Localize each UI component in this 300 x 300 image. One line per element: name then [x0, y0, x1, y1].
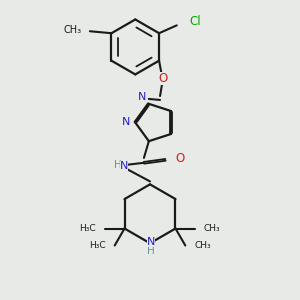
Text: H₃C: H₃C: [80, 224, 96, 233]
Text: O: O: [175, 152, 184, 165]
Text: CH₃: CH₃: [194, 241, 211, 250]
Text: H: H: [114, 160, 122, 170]
Text: H₃C: H₃C: [89, 241, 106, 250]
Text: N: N: [147, 237, 155, 247]
Text: CH₃: CH₃: [204, 224, 220, 233]
Text: CH₃: CH₃: [64, 25, 82, 35]
Text: N: N: [138, 92, 146, 102]
Text: N: N: [122, 116, 130, 127]
Text: N: N: [120, 161, 128, 171]
Text: O: O: [158, 72, 168, 85]
Text: Cl: Cl: [190, 15, 201, 28]
Text: H: H: [147, 246, 155, 256]
